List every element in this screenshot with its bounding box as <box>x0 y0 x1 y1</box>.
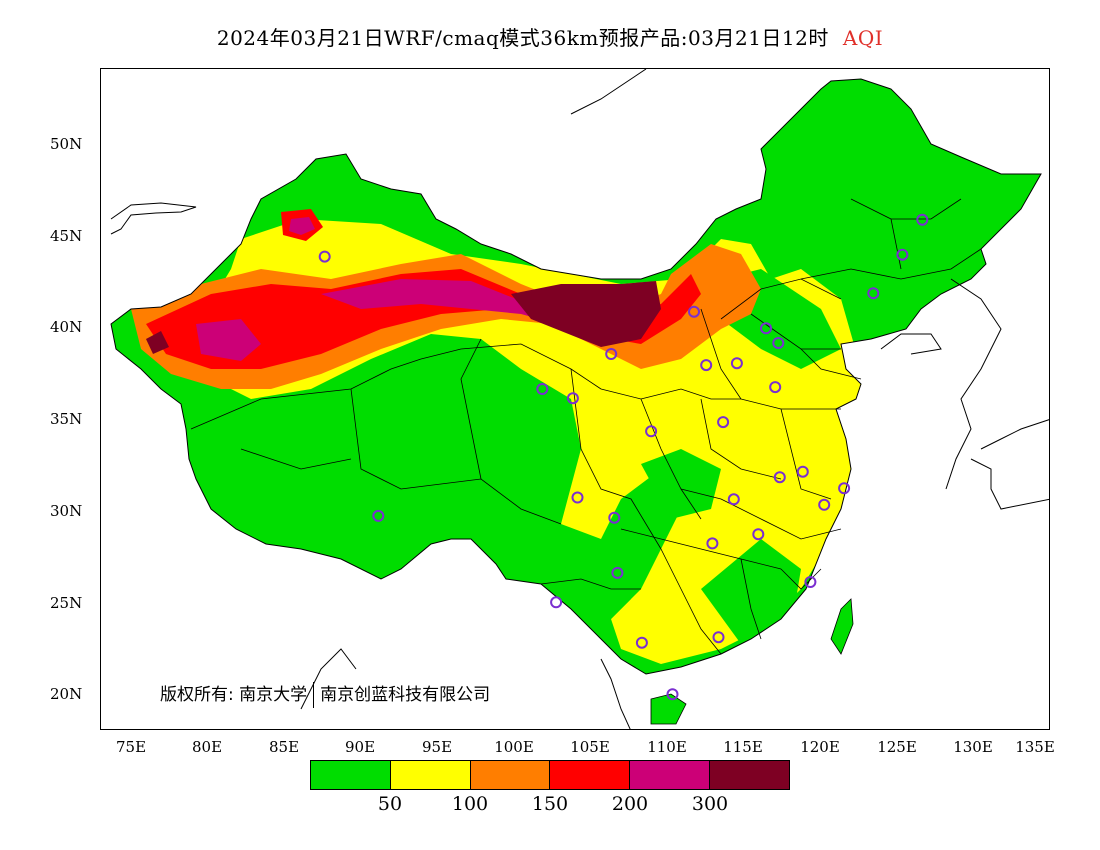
station-marker <box>916 213 929 226</box>
legend-tick-100: 100 <box>451 793 489 815</box>
lon-label-90e: 90E <box>344 738 376 756</box>
lat-label-25n: 25N <box>50 594 83 612</box>
station-marker <box>796 465 809 478</box>
station-marker <box>760 322 772 335</box>
station-markers <box>318 213 929 701</box>
station-marker <box>688 305 700 318</box>
lon-label-105e: 105E <box>570 738 610 756</box>
aqi-region-hazardous-west <box>146 331 169 354</box>
lon-label-120e: 120E <box>800 738 840 756</box>
copyright-label: 版权所有: <box>160 685 234 705</box>
legend-swatch-unhealthy <box>550 761 631 789</box>
lon-label-125e: 125E <box>877 738 917 756</box>
station-marker <box>896 248 909 261</box>
copyright-org-nju: 南京大学 <box>239 685 308 705</box>
lon-label-75e: 75E <box>115 738 147 756</box>
lon-label-115e: 115E <box>723 738 763 756</box>
lon-label-85e: 85E <box>268 738 300 756</box>
station-marker <box>571 491 584 504</box>
station-marker <box>752 528 765 541</box>
lon-label-95e: 95E <box>421 738 453 756</box>
aqi-map <box>110 69 1049 729</box>
china-boundary <box>110 78 1042 675</box>
station-marker <box>635 636 648 649</box>
legend-swatch-very-unhealthy <box>630 761 711 789</box>
lon-label-130e: 130E <box>953 738 993 756</box>
station-marker <box>666 688 679 701</box>
station-marker <box>838 482 851 495</box>
station-marker <box>372 509 385 522</box>
station-marker <box>773 471 786 484</box>
station-marker <box>536 383 549 395</box>
aqi-region-green-central <box>641 449 721 519</box>
lat-label-20n: 20N <box>50 685 83 703</box>
station-marker <box>730 357 743 370</box>
aqi-region-very-unhealthy-north <box>289 217 315 235</box>
map-frame <box>100 68 1050 730</box>
station-marker <box>772 337 785 349</box>
lat-label-30n: 30N <box>50 502 83 520</box>
station-marker <box>706 537 719 550</box>
station-marker <box>717 416 730 429</box>
lat-label-45n: 45N <box>50 227 83 245</box>
lon-label-80e: 80E <box>191 738 223 756</box>
province-borders <box>190 198 982 655</box>
aqi-region-green-south <box>701 539 801 644</box>
aqi-region-unhealthy <box>146 269 701 369</box>
station-marker <box>550 596 563 609</box>
legend-swatch-moderate <box>390 761 471 789</box>
lon-label-110e: 110E <box>647 738 687 756</box>
title-variable: AQI <box>842 26 884 50</box>
station-marker <box>712 631 725 644</box>
legend-tick-200: 200 <box>611 793 649 815</box>
aqi-region-hazardous <box>511 281 661 347</box>
copyright-notice: 版权所有: 南京大学 南京创蓝科技有限公司 <box>160 680 490 708</box>
station-marker <box>608 511 621 524</box>
taiwan <box>830 598 854 655</box>
coastlines <box>110 69 1049 729</box>
title-text: 2024年03月21日WRF/cmaq模式36km预报产品:03月21日12时 <box>216 26 829 50</box>
lat-label-35n: 35N <box>50 410 83 428</box>
station-marker <box>818 498 831 511</box>
station-marker <box>566 392 579 405</box>
legend-tick-150: 150 <box>531 793 569 815</box>
legend-tick-50: 50 <box>377 793 403 815</box>
station-marker <box>605 348 618 360</box>
copyright-divider <box>313 682 315 708</box>
aqi-region-very-unhealthy-west <box>196 319 261 361</box>
legend-swatch-hazardous <box>710 761 789 789</box>
copyright-org-cl: 南京创蓝科技有限公司 <box>320 685 491 705</box>
lat-label-50n: 50N <box>50 135 83 153</box>
station-marker <box>318 250 331 263</box>
station-marker <box>727 493 740 506</box>
station-marker <box>645 425 658 438</box>
aqi-legend-bar <box>310 760 790 790</box>
station-marker <box>804 576 817 588</box>
station-marker <box>700 359 713 372</box>
lon-label-135e: 135E <box>1015 738 1055 756</box>
station-marker <box>867 287 880 300</box>
legend-tick-300: 300 <box>691 793 729 815</box>
lon-label-100e: 100E <box>494 738 534 756</box>
legend-swatch-sensitive <box>470 761 551 789</box>
station-marker <box>611 566 624 579</box>
map-title: 2024年03月21日WRF/cmaq模式36km预报产品:03月21日12时 A… <box>0 22 1100 51</box>
lat-label-40n: 40N <box>50 318 83 336</box>
station-marker <box>769 381 782 394</box>
legend-swatch-good <box>311 761 391 789</box>
